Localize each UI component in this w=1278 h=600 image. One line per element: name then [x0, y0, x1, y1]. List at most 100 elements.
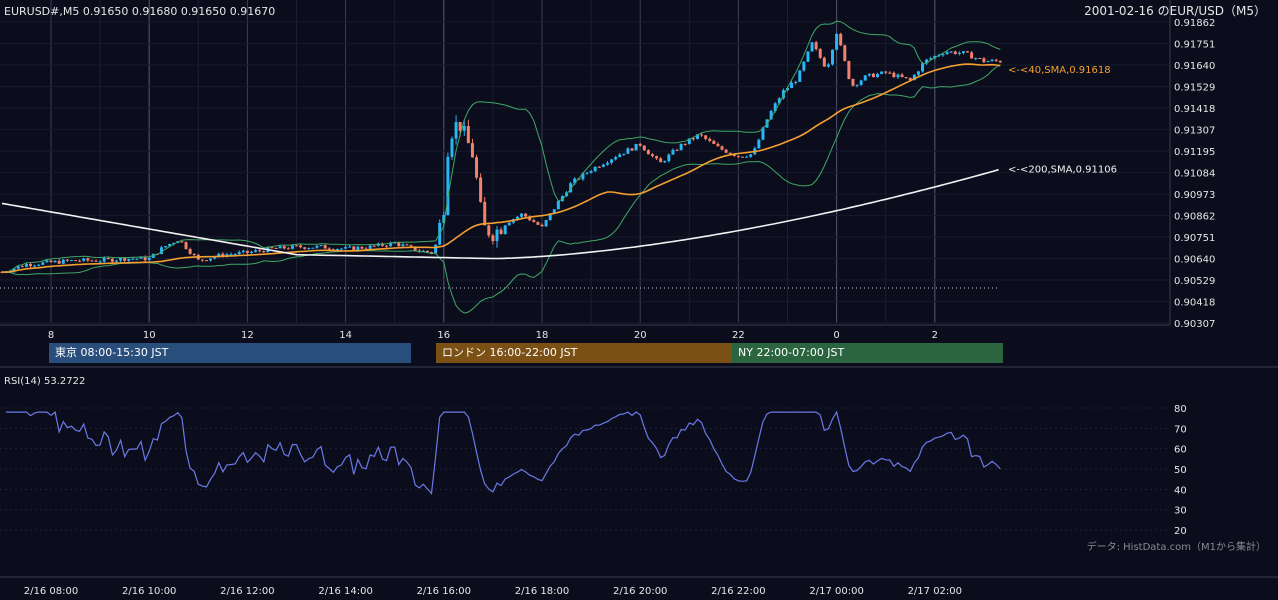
candle-body: [364, 248, 368, 250]
candle-body: [642, 145, 646, 151]
candle-body: [380, 243, 384, 246]
candle-body: [213, 256, 217, 259]
price-tick-label: 0.91640: [1174, 61, 1215, 72]
candle-body: [37, 264, 41, 266]
candle-body: [78, 260, 82, 262]
candle-body: [552, 209, 556, 214]
candle-body: [340, 248, 344, 250]
candle-body: [650, 154, 654, 157]
candle-body: [573, 178, 577, 184]
price-tick-label: 0.90751: [1174, 233, 1215, 244]
candle-body: [925, 59, 929, 64]
candle-body: [614, 157, 618, 160]
candle-body: [393, 242, 397, 244]
candle-body: [740, 156, 744, 158]
candle-body: [348, 246, 352, 248]
candle-body: [880, 71, 884, 74]
candle-body: [929, 58, 933, 60]
candle-body: [847, 60, 851, 79]
candle-body: [286, 248, 290, 250]
rsi-tick-label: 50: [1174, 465, 1187, 476]
price-x-tick-label: 0: [833, 330, 839, 341]
candle-body: [106, 257, 110, 259]
candle-body: [303, 247, 307, 249]
time-axis-label: 2/16 14:00: [318, 586, 372, 597]
candle-body: [204, 260, 208, 262]
candle-body: [904, 77, 908, 79]
candle-body: [389, 242, 393, 247]
candle-body: [495, 229, 499, 242]
bollinger-lower-line: [1, 64, 1001, 314]
candle-body: [65, 259, 69, 261]
candle-body: [810, 42, 814, 52]
candle-body: [164, 246, 168, 248]
price-x-tick-label: 8: [48, 330, 54, 341]
candle-body: [131, 258, 135, 260]
candle-body: [24, 264, 28, 267]
candle-body: [241, 250, 245, 253]
candle-body: [957, 53, 961, 55]
candle-body: [646, 150, 650, 155]
time-axis-label: 2/16 12:00: [220, 586, 274, 597]
candle-body: [278, 246, 282, 249]
candle-body: [876, 73, 880, 78]
candle-body: [290, 245, 294, 249]
candle-body: [912, 74, 916, 81]
session-tokyo: 東京 08:00-15:30 JST: [49, 343, 411, 363]
candle-body: [430, 252, 434, 254]
candle-body: [695, 134, 699, 139]
candle-body: [499, 229, 503, 235]
candle-body: [90, 260, 94, 262]
candle-body: [188, 248, 192, 254]
candle-body: [867, 73, 871, 76]
candle-body: [139, 256, 143, 259]
candle-body: [520, 213, 524, 217]
candle-body: [671, 149, 675, 155]
candle-body: [470, 143, 474, 158]
rsi-line: [6, 410, 1001, 495]
candle-body: [184, 242, 188, 249]
candle-body: [524, 213, 528, 217]
candle-body: [974, 58, 978, 60]
candle-body: [49, 260, 53, 263]
candle-body: [254, 250, 258, 252]
candle-body: [831, 49, 835, 65]
candle-body: [728, 152, 732, 154]
candle-body: [192, 253, 196, 255]
candle-body: [135, 258, 139, 260]
candle-body: [773, 103, 777, 112]
candle-body: [110, 258, 114, 262]
candle-body: [814, 42, 818, 50]
candle-body: [425, 250, 429, 253]
time-axis-label: 2/16 18:00: [515, 586, 569, 597]
candle-body: [736, 155, 740, 157]
candle-body: [970, 52, 974, 59]
candle-body: [683, 143, 687, 145]
symbol-ohlc-line: EURUSD#,M5 0.91650 0.91680 0.91650 0.916…: [4, 5, 275, 18]
time-axis-label: 2/16 22:00: [711, 586, 765, 597]
candle-body: [835, 33, 839, 50]
candle-body: [794, 81, 798, 83]
candle-body: [507, 222, 511, 226]
price-tick-label: 0.91751: [1174, 39, 1215, 50]
candle-body: [323, 245, 327, 249]
candle-body: [262, 251, 266, 253]
candle-body: [978, 58, 982, 60]
candle-body: [630, 148, 634, 151]
candle-body: [74, 260, 78, 262]
candle-body: [82, 258, 86, 261]
price-tick-label: 0.91529: [1174, 82, 1215, 93]
sma40-label: <-<40,SMA,0.91618: [1008, 65, 1111, 76]
candle-body: [716, 143, 720, 147]
candle-body: [528, 216, 532, 221]
price-x-tick-label: 2: [932, 330, 938, 341]
candle-body: [53, 260, 57, 263]
candle-body: [114, 260, 118, 262]
candle-body: [311, 247, 315, 249]
candle-body: [16, 266, 20, 269]
candle-body: [352, 246, 356, 251]
candle-body: [781, 90, 785, 99]
candle-body: [466, 126, 470, 144]
candle-body: [344, 247, 348, 249]
candle-body: [618, 154, 622, 158]
